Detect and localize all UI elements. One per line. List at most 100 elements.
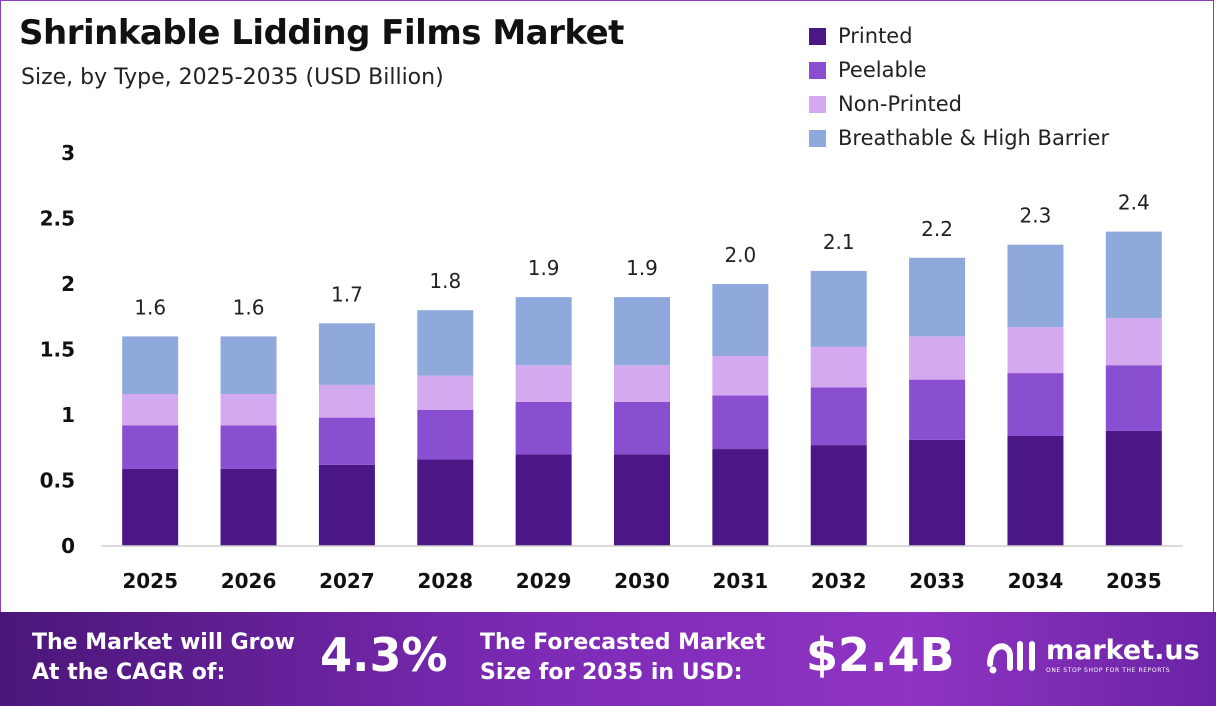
cagr-label-line2: At the CAGR of: — [32, 660, 226, 685]
bar-segment-2033-printed — [909, 439, 966, 546]
bar-segment-2032-breathable-high-barrier — [810, 270, 867, 347]
legend-swatch-printed — [809, 27, 826, 45]
y-tick-label-2: 1 — [61, 403, 75, 427]
legend-swatch-non-printed — [809, 95, 826, 113]
total-label-2031: 2.0 — [724, 243, 756, 267]
bar-segment-2031-breathable-high-barrier — [712, 284, 769, 357]
total-label-2029: 1.9 — [528, 256, 560, 280]
bar-segment-2029-non-printed — [515, 365, 572, 402]
bar-segment-2029-printed — [515, 454, 572, 546]
x-tick-label-2034: 2034 — [1008, 569, 1064, 593]
bar-segment-2033-peelable — [909, 379, 966, 440]
bar-segment-2028-printed — [417, 459, 474, 546]
bar-segment-2032-non-printed — [810, 346, 867, 388]
legend-item-printed: Printed — [809, 19, 1109, 53]
bar-segment-2027-breathable-high-barrier — [318, 323, 375, 385]
total-label-2026: 1.6 — [233, 295, 265, 319]
x-tick-label-2032: 2032 — [811, 569, 867, 593]
bar-segment-2030-breathable-high-barrier — [614, 297, 670, 366]
x-tick-label-2031: 2031 — [713, 569, 769, 593]
bar-segment-2025-peelable — [122, 425, 179, 469]
bar-segment-2035-peelable — [1105, 365, 1162, 431]
bar-segment-2026-breathable-high-barrier — [220, 336, 277, 395]
bar-segment-2032-printed — [810, 445, 867, 546]
bar-segment-2032-peelable — [810, 387, 867, 446]
bar-segment-2035-breathable-high-barrier — [1105, 231, 1162, 319]
y-tick-label-4: 2 — [61, 272, 75, 296]
bar-segment-2026-non-printed — [220, 394, 277, 426]
total-label-2035: 2.4 — [1118, 191, 1150, 215]
bar-segment-2028-non-printed — [417, 375, 474, 410]
x-tick-label-2025: 2025 — [122, 569, 178, 593]
market-us-logo: market.us ONE STOP SHOP FOR THE REPORTS — [986, 634, 1200, 676]
x-tick-label-2026: 2026 — [221, 569, 277, 593]
logo-tagline: ONE STOP SHOP FOR THE REPORTS — [1046, 666, 1171, 674]
x-tick-label-2028: 2028 — [417, 569, 473, 593]
legend: Printed Peelable Non-Printed Breathable … — [809, 19, 1109, 155]
forecast-value: $2.4B — [806, 628, 955, 682]
bar-segment-2033-non-printed — [909, 336, 966, 380]
stacked-bar-chart: 0 0.5 1 1.5 2 2.5 3 1.6 2025 1.6 2026 1.7 2027 1.8 202… — [40, 141, 1183, 593]
bar-segment-2030-printed — [614, 454, 670, 546]
logo-text: market.us — [1046, 634, 1200, 666]
bar-segment-2025-non-printed — [122, 394, 179, 426]
bar-segment-2034-printed — [1007, 435, 1064, 546]
summary-banner: The Market will Grow At the CAGR of: 4.3… — [0, 612, 1216, 706]
x-tick-label-2035: 2035 — [1106, 569, 1162, 593]
bar-segment-2031-printed — [712, 449, 769, 546]
bar-segment-2027-non-printed — [318, 384, 375, 418]
bar-segment-2027-printed — [318, 464, 375, 546]
x-tick-label-2033: 2033 — [909, 569, 965, 593]
total-label-2027: 1.7 — [331, 282, 363, 306]
y-tick-label-0: 0 — [61, 534, 75, 558]
legend-swatch-breathable — [809, 129, 826, 147]
cagr-label-line1: The Market will Grow — [32, 630, 295, 655]
legend-item-non-printed: Non-Printed — [809, 87, 1109, 121]
bar-segment-2030-non-printed — [614, 365, 670, 402]
legend-label-peelable: Peelable — [838, 58, 927, 82]
market-us-logo-icon — [987, 641, 1035, 674]
bar-segment-2028-breathable-high-barrier — [417, 310, 474, 376]
bar-segment-2035-printed — [1105, 430, 1162, 546]
cagr-value: 4.3% — [320, 628, 448, 682]
forecast-label: The Forecasted Market Size for 2035 in U… — [480, 628, 765, 688]
bar-segment-2034-non-printed — [1007, 327, 1064, 374]
forecast-label-line2: Size for 2035 in USD: — [480, 660, 743, 685]
bar-segment-2026-printed — [220, 468, 277, 546]
bar-segment-2025-breathable-high-barrier — [122, 336, 179, 395]
legend-item-peelable: Peelable — [809, 53, 1109, 87]
x-tick-label-2030: 2030 — [614, 569, 670, 593]
bar-segment-2029-peelable — [515, 401, 572, 455]
bar-segment-2029-breathable-high-barrier — [515, 297, 572, 366]
bar-segment-2028-peelable — [417, 409, 474, 460]
legend-label-non-printed: Non-Printed — [838, 92, 963, 116]
legend-item-breathable: Breathable & High Barrier — [809, 121, 1109, 155]
bar-segment-2031-peelable — [712, 395, 769, 450]
bar-segment-2033-breathable-high-barrier — [909, 257, 966, 337]
bar-segment-2026-peelable — [220, 425, 277, 469]
total-label-2034: 2.3 — [1020, 204, 1052, 228]
bar-segment-2025-printed — [122, 468, 179, 546]
total-label-2030: 1.9 — [626, 256, 658, 280]
bar-segment-2030-peelable — [614, 401, 670, 455]
chart-subtitle: Size, by Type, 2025-2035 (USD Billion) — [21, 65, 444, 90]
bar-segment-2031-non-printed — [712, 356, 769, 396]
total-label-2032: 2.1 — [823, 230, 855, 254]
bar-segment-2034-peelable — [1007, 373, 1064, 436]
forecast-label-line1: The Forecasted Market — [480, 630, 766, 655]
bar-segment-2035-non-printed — [1105, 318, 1162, 366]
bar-segment-2034-breathable-high-barrier — [1007, 244, 1064, 328]
y-tick-label-3: 1.5 — [40, 338, 75, 362]
legend-label-printed: Printed — [838, 24, 913, 48]
total-label-2025: 1.6 — [134, 295, 166, 319]
legend-label-breathable: Breathable & High Barrier — [838, 126, 1110, 150]
chart-title: Shrinkable Lidding Films Market — [19, 13, 624, 53]
total-label-2028: 1.8 — [429, 269, 461, 293]
bar-segment-2027-peelable — [318, 417, 375, 465]
y-tick-label-5: 2.5 — [40, 207, 75, 231]
total-label-2033: 2.2 — [921, 217, 953, 241]
x-tick-label-2029: 2029 — [516, 569, 572, 593]
y-tick-label-1: 0.5 — [40, 469, 75, 493]
legend-swatch-peelable — [809, 61, 826, 79]
